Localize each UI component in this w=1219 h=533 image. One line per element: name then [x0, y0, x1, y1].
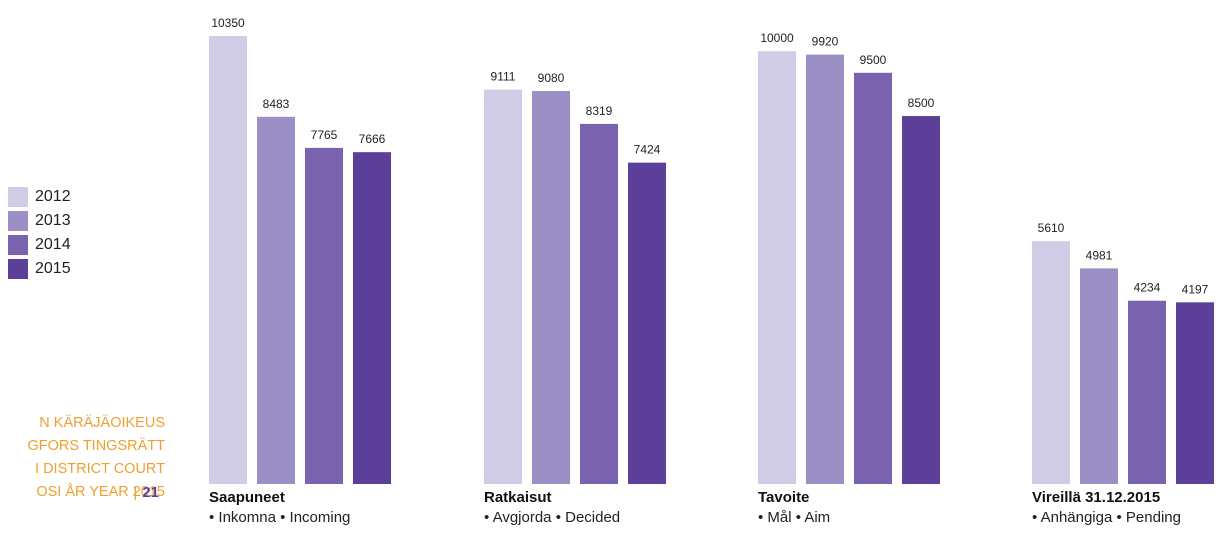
bar-2013	[1080, 268, 1118, 484]
bar-value-label: 7765	[311, 128, 338, 142]
group-subtitle: • Avgjorda • Decided	[484, 509, 621, 526]
page-number-block: | 21	[133, 484, 159, 501]
page-separator: |	[133, 484, 138, 501]
legend-label: 2013	[35, 212, 71, 229]
bar-2012	[209, 36, 247, 484]
page-number: 21	[142, 484, 159, 501]
bar-2012	[1032, 241, 1070, 484]
group-title: Saapuneet	[209, 489, 285, 506]
group-title: Ratkaisut	[484, 489, 552, 506]
group-subtitle: • Anhängiga • Pending	[1032, 509, 1181, 526]
group-title: Tavoite	[758, 489, 810, 506]
bar-2013	[806, 54, 844, 485]
bar-2015	[628, 162, 666, 484]
legend-item-2015: 2015	[8, 257, 71, 281]
legend-item-2013: 2013	[8, 209, 71, 233]
legend-swatch	[8, 211, 28, 231]
bar-2012	[758, 51, 796, 485]
bar-value-label: 9080	[538, 71, 565, 85]
bar-2014	[1128, 300, 1166, 484]
legend-label: 2015	[35, 260, 71, 277]
footer-line: N KÄRÄJÄOIKEUS	[39, 415, 165, 431]
bar-value-label: 10350	[211, 16, 245, 30]
bar-2015	[902, 116, 940, 484]
bar-value-label: 7424	[634, 143, 661, 157]
footer-line: I DISTRICT COURT	[35, 461, 165, 477]
bar-2015	[353, 152, 391, 484]
bar-value-label: 7666	[359, 132, 386, 146]
footer-line: GFORS TINGSRÄTT	[27, 438, 166, 454]
legend-swatch	[8, 187, 28, 207]
legend-label: 2012	[35, 188, 71, 205]
legend-item-2014: 2014	[8, 233, 71, 257]
bar-2015	[1176, 302, 1214, 484]
group-subtitle: • Mål • Aim	[758, 509, 831, 526]
bar-value-label: 9111	[491, 70, 516, 84]
group-subtitle: • Inkomna • Incoming	[209, 509, 351, 526]
bar-value-label: 5610	[1038, 221, 1065, 235]
bar-2014	[305, 147, 343, 484]
bar-2014	[580, 123, 618, 485]
bar-2014	[854, 72, 892, 484]
legend-item-2012: 2012	[8, 185, 71, 209]
bar-value-label: 4197	[1182, 282, 1209, 296]
footer-line: OSI ÅR YEAR 2015	[36, 484, 165, 500]
group-title: Vireillä 31.12.2015	[1032, 489, 1161, 506]
legend: 2012 2013 2014 2015	[8, 185, 71, 281]
bar-value-label: 8319	[586, 104, 613, 118]
legend-swatch	[8, 235, 28, 255]
bar-value-label: 4981	[1086, 248, 1113, 262]
bar-value-label: 9920	[812, 35, 839, 49]
bar-value-label: 9500	[860, 53, 887, 67]
bar-2013	[532, 90, 570, 484]
legend-swatch	[8, 259, 28, 279]
bar-value-label: 8500	[908, 96, 935, 110]
publication-footer: N KÄRÄJÄOIKEUS GFORS TINGSRÄTT I DISTRIC…	[28, 412, 166, 504]
bar-2012	[484, 89, 522, 485]
bar-2013	[257, 116, 295, 484]
bar-value-label: 4234	[1134, 281, 1161, 295]
bar-value-label: 10000	[760, 31, 794, 45]
legend-label: 2014	[35, 236, 71, 253]
bar-value-label: 8483	[263, 97, 290, 111]
